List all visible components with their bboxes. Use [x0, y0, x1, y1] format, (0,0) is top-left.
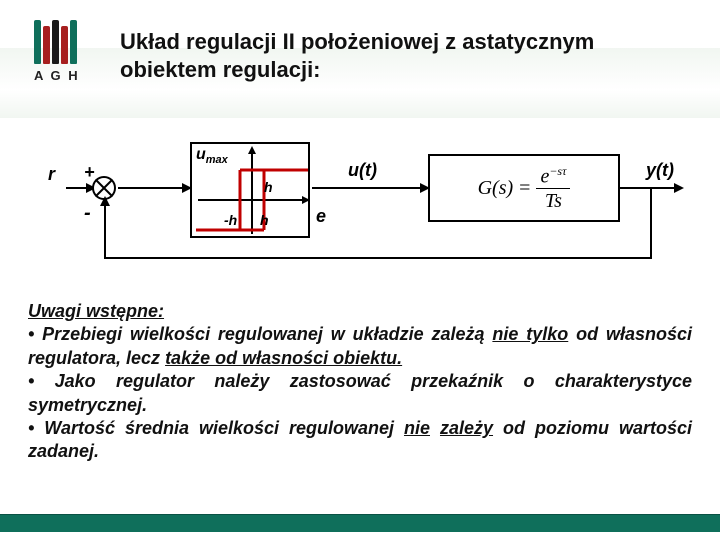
arrow-out-icon: [674, 183, 684, 193]
logo-bar: [52, 20, 59, 64]
wire-fb-up: [104, 202, 106, 259]
logo-bar: [61, 26, 68, 64]
note-item: • Wartość średnia wielkości regulowanej …: [28, 417, 692, 464]
footer-bar: [0, 514, 720, 532]
arrow-fb-icon: [100, 196, 110, 206]
label-r: r: [48, 164, 55, 185]
logo-bar: [70, 20, 77, 64]
label-ut: u(t): [348, 160, 377, 181]
logo-bar: [34, 20, 41, 64]
label-e: e: [316, 206, 326, 227]
tf-fraction: e−sτ Ts: [536, 165, 570, 212]
note-item: • Przebiegi wielkości regulowanej w ukła…: [28, 323, 692, 370]
label-plus: +: [84, 162, 95, 183]
transfer-function-block: G(s) = e−sτ Ts: [428, 154, 620, 222]
logo-bar: [43, 26, 50, 64]
wire-relay-tf: [312, 187, 428, 189]
notes-block: Uwagi wstępne: • Przebiegi wielkości reg…: [28, 300, 692, 464]
tf-lhs: G(s): [478, 177, 514, 200]
note-item: • Jako regulator należy zastosować przek…: [28, 370, 692, 417]
label-neg-h: -h: [224, 212, 237, 228]
wire-fb-left: [104, 257, 652, 259]
label-minus: -: [84, 202, 91, 225]
agh-logo: A G H: [34, 20, 80, 83]
wire-fb-down: [650, 187, 652, 259]
tf-eq: =: [519, 177, 530, 200]
block-diagram: r + - umax h -h h u(t) e G(s) =: [30, 134, 690, 274]
wire-sum-relay: [118, 187, 190, 189]
label-yt: y(t): [646, 160, 674, 181]
label-h-right: h: [264, 179, 273, 195]
logo-text: A G H: [34, 68, 80, 83]
notes-heading: Uwagi wstępne:: [28, 300, 692, 323]
label-h-below: h: [260, 212, 269, 228]
page-title: Układ regulacji II położeniowej z astaty…: [120, 28, 680, 83]
label-umax: umax: [196, 146, 228, 166]
wire-tf-out: [620, 187, 678, 189]
